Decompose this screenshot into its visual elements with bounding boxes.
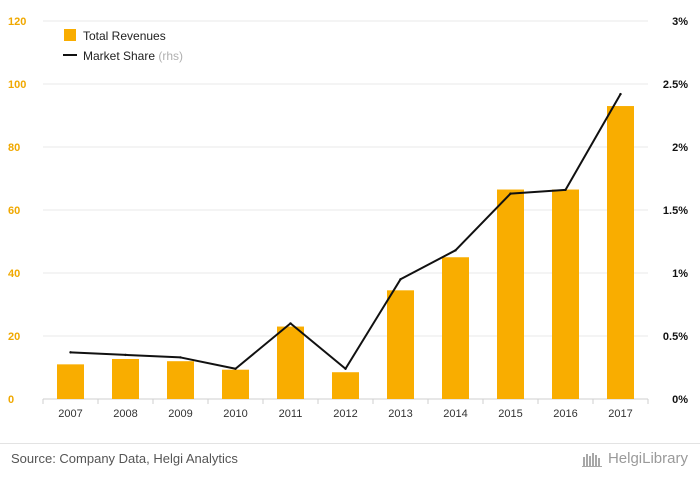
market-share-point-2010: [234, 367, 237, 370]
y-tick-label-left: 0: [8, 394, 14, 406]
x-tick-label: 2012: [333, 408, 357, 420]
x-axis: 2007 2008 2009 2010 2011 2012 2013 2014 2015 2016…: [42, 399, 649, 420]
combo-chart: 0 20 40 60 80 100 120 0% 0.5% 1% 1.5% 2% 2.5% 3% 200…: [8, 16, 688, 420]
helgi-library-logo[interactable]: HelgiLibrary: [581, 450, 688, 467]
bar-revenue-2010: [222, 369, 249, 399]
bar-revenue-2011: [277, 326, 304, 399]
x-tick-label: 2009: [168, 408, 192, 420]
gridlines: [43, 20, 648, 400]
market-share-point-2017: [619, 92, 622, 96]
bar-revenue-2009: [167, 361, 194, 399]
bar-revenue-2012: [332, 372, 359, 399]
market-share-polyline: [70, 93, 622, 370]
logo-text: HelgiLibrary: [607, 450, 688, 467]
market-share-point-2014: [454, 249, 457, 252]
market-share-point-2012: [344, 367, 347, 370]
x-tick-label: 2015: [498, 408, 522, 420]
bar-revenue-2016: [552, 189, 579, 399]
market-share-point-2009: [179, 356, 182, 359]
legend-label-revenues: Total Revenues: [83, 29, 166, 43]
x-tick-label: 2010: [223, 408, 247, 420]
x-tick-label: 2016: [553, 408, 577, 420]
x-tick-label: 2017: [608, 408, 632, 420]
bar-revenue-2014: [442, 257, 469, 399]
bar-revenue-2007: [57, 364, 84, 399]
market-share-point-2016: [564, 188, 567, 192]
market-share-point-2015: [509, 192, 512, 195]
bar-revenue-2015: [497, 189, 524, 399]
y-tick-label-left: 120: [8, 16, 26, 28]
x-tick-label: 2013: [388, 408, 412, 420]
legend: Total Revenues Market Share (rhs): [63, 29, 183, 63]
bar-revenue-2017: [607, 106, 634, 400]
y-tick-label-right: 2.5%: [663, 79, 688, 91]
legend-label-market-share: Market Share (rhs): [83, 49, 183, 63]
y-tick-label-left: 80: [8, 142, 20, 154]
bar-revenue-2013: [387, 290, 414, 399]
right-y-axis: 0% 0.5% 1% 1.5% 2% 2.5% 3%: [663, 16, 688, 406]
x-tick-label: 2007: [58, 408, 82, 420]
y-tick-label-right: 0%: [672, 394, 688, 406]
x-tick-label: 2014: [443, 408, 467, 420]
y-tick-label-right: 1.5%: [663, 205, 688, 217]
x-tick-label: 2011: [279, 408, 303, 420]
y-tick-label-right: 1%: [672, 268, 688, 280]
y-tick-label-right: 2%: [672, 142, 688, 154]
y-tick-label-left: 20: [8, 331, 20, 343]
market-share-line: [69, 92, 622, 370]
y-tick-label-left: 60: [8, 205, 20, 217]
y-tick-label-right: 0.5%: [663, 331, 688, 343]
revenue-bars: [57, 106, 634, 400]
footer-divider: [0, 443, 700, 444]
library-logo-icon: [581, 452, 602, 467]
market-share-point-2013: [399, 278, 402, 281]
market-share-point-2008: [124, 353, 127, 357]
legend-swatch-revenues: [64, 29, 76, 41]
market-share-point-2011: [289, 322, 292, 325]
source-note: Source: Company Data, Helgi Analytics: [11, 451, 238, 466]
x-tick-label: 2008: [113, 408, 137, 420]
y-tick-label-left: 40: [8, 268, 20, 280]
y-tick-label-left: 100: [8, 79, 26, 91]
left-y-axis: 0 20 40 60 80 100 120: [8, 16, 26, 406]
bar-revenue-2008: [112, 358, 139, 399]
market-share-point-2007: [69, 351, 72, 354]
y-tick-label-right: 3%: [672, 16, 688, 28]
